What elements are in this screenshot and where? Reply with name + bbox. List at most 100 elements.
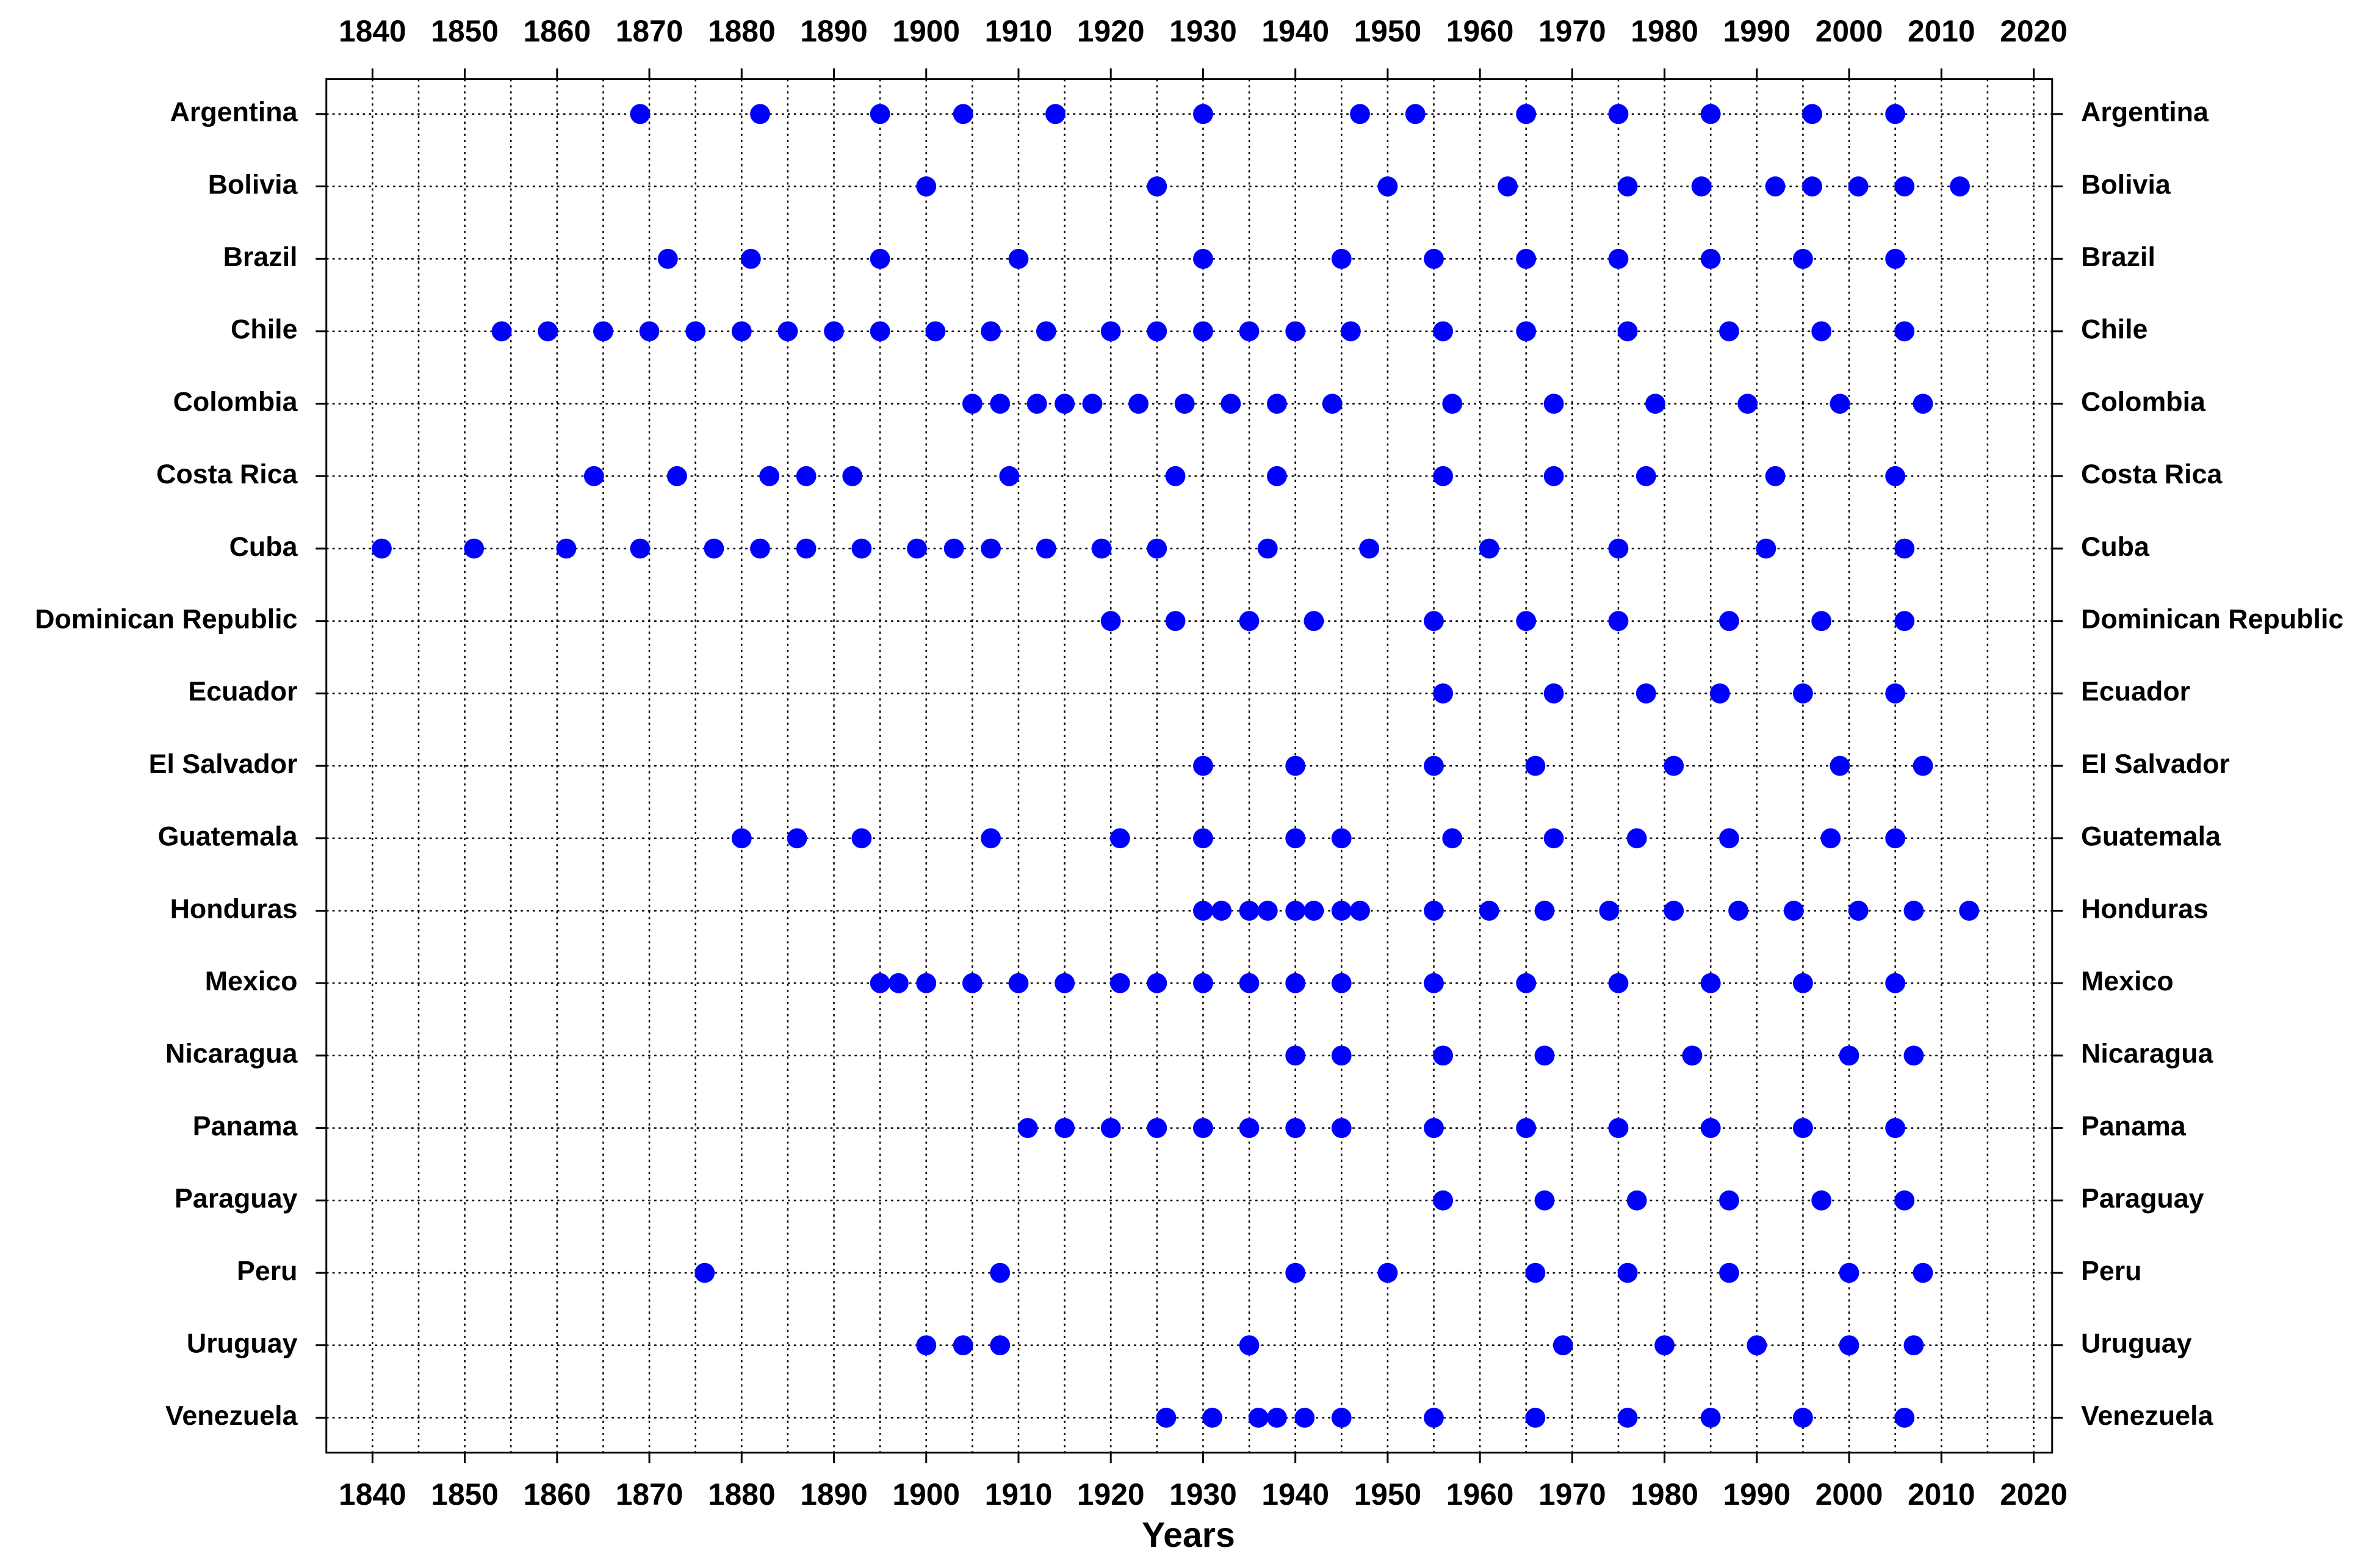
x-tick-label-top: 2020 bbox=[2000, 14, 2068, 48]
row-label: Honduras bbox=[170, 893, 298, 924]
dot bbox=[1285, 901, 1306, 921]
row-label-right: Argentina bbox=[2081, 97, 2209, 128]
dot bbox=[1848, 901, 1869, 921]
dot bbox=[1239, 1118, 1260, 1139]
dot bbox=[491, 321, 512, 342]
row-label: Costa Rica bbox=[156, 459, 298, 489]
dot bbox=[1811, 1190, 1832, 1211]
row-label-right: Chile bbox=[2081, 314, 2147, 345]
dot bbox=[962, 973, 983, 993]
dot bbox=[1903, 901, 1924, 921]
dot bbox=[1682, 1045, 1703, 1066]
row-label-right: Colombia bbox=[2081, 386, 2206, 417]
x-tick-label-top: 2010 bbox=[1908, 14, 1975, 48]
row-label: Cuba bbox=[229, 531, 298, 562]
row-label: Nicaragua bbox=[165, 1039, 298, 1069]
dot bbox=[1608, 1118, 1629, 1139]
dot bbox=[1045, 104, 1066, 124]
dot bbox=[1165, 611, 1186, 632]
dot bbox=[1820, 828, 1841, 849]
dot bbox=[1248, 1407, 1269, 1428]
dot bbox=[464, 538, 485, 559]
dot bbox=[1700, 1407, 1721, 1428]
dot bbox=[1479, 538, 1499, 559]
dot bbox=[870, 104, 890, 124]
dot bbox=[1442, 394, 1463, 414]
dot bbox=[1405, 104, 1426, 124]
dot bbox=[1147, 176, 1167, 196]
dot bbox=[1267, 466, 1287, 486]
dot bbox=[1193, 828, 1213, 849]
dot bbox=[1608, 538, 1629, 559]
dot bbox=[1719, 828, 1739, 849]
dot bbox=[1894, 1190, 1915, 1211]
dot bbox=[1128, 394, 1149, 414]
dot bbox=[1026, 394, 1047, 414]
dot bbox=[1424, 1118, 1444, 1139]
dot bbox=[1377, 176, 1398, 196]
dot bbox=[1700, 104, 1721, 124]
dot bbox=[1424, 248, 1444, 269]
dot bbox=[1885, 466, 1906, 486]
dot bbox=[1424, 1407, 1444, 1428]
x-tick-label-top: 1860 bbox=[524, 14, 591, 48]
dot bbox=[1903, 1045, 1924, 1066]
dot bbox=[1728, 901, 1748, 921]
dot bbox=[750, 538, 770, 559]
row-label-right: Mexico bbox=[2081, 966, 2174, 996]
dot bbox=[740, 248, 761, 269]
dot bbox=[851, 828, 872, 849]
dot bbox=[1719, 321, 1739, 342]
dot bbox=[1885, 104, 1906, 124]
dot bbox=[1433, 466, 1454, 486]
x-tick-label: 1840 bbox=[339, 1477, 406, 1511]
dot bbox=[1294, 1407, 1315, 1428]
dot bbox=[1331, 248, 1352, 269]
dot bbox=[1082, 394, 1103, 414]
dot bbox=[1109, 828, 1130, 849]
dot bbox=[1211, 901, 1232, 921]
row-label: Ecuador bbox=[188, 676, 297, 707]
row-label-right: Uruguay bbox=[2081, 1328, 2192, 1359]
dot bbox=[1959, 901, 1980, 921]
dot bbox=[1543, 394, 1564, 414]
dot bbox=[731, 321, 752, 342]
dot bbox=[1534, 1190, 1555, 1211]
dot bbox=[1221, 394, 1241, 414]
dot bbox=[990, 394, 1011, 414]
dot bbox=[981, 321, 1001, 342]
dot bbox=[1635, 466, 1656, 486]
dot bbox=[1691, 176, 1712, 196]
dot bbox=[1433, 683, 1454, 704]
x-tick-label: 1970 bbox=[1538, 1477, 1606, 1511]
dot bbox=[1285, 755, 1306, 776]
dot bbox=[1109, 973, 1130, 993]
dot bbox=[1304, 611, 1324, 632]
dot bbox=[1498, 176, 1518, 196]
dot bbox=[1091, 538, 1112, 559]
dot bbox=[1848, 176, 1869, 196]
dot bbox=[1525, 1407, 1546, 1428]
dot bbox=[1285, 1262, 1306, 1283]
x-tick-label: 2010 bbox=[1908, 1477, 1975, 1511]
dot bbox=[1543, 683, 1564, 704]
dot bbox=[1147, 538, 1167, 559]
dot bbox=[796, 538, 817, 559]
dot bbox=[916, 973, 937, 993]
dot bbox=[1331, 901, 1352, 921]
dot bbox=[925, 321, 946, 342]
dot bbox=[1331, 1407, 1352, 1428]
x-tick-label: 1940 bbox=[1261, 1477, 1329, 1511]
row-label-right: Ecuador bbox=[2081, 676, 2190, 707]
dot bbox=[583, 466, 604, 486]
row-label: Panama bbox=[193, 1111, 298, 1141]
row-label: Mexico bbox=[205, 966, 298, 996]
dot bbox=[1885, 683, 1906, 704]
x-tick-label: 1920 bbox=[1077, 1477, 1145, 1511]
dot bbox=[1424, 901, 1444, 921]
dot bbox=[1894, 321, 1915, 342]
row-label: Brazil bbox=[223, 242, 298, 272]
dot bbox=[1424, 755, 1444, 776]
row-label-right: Costa Rica bbox=[2081, 459, 2223, 489]
dot bbox=[1534, 901, 1555, 921]
